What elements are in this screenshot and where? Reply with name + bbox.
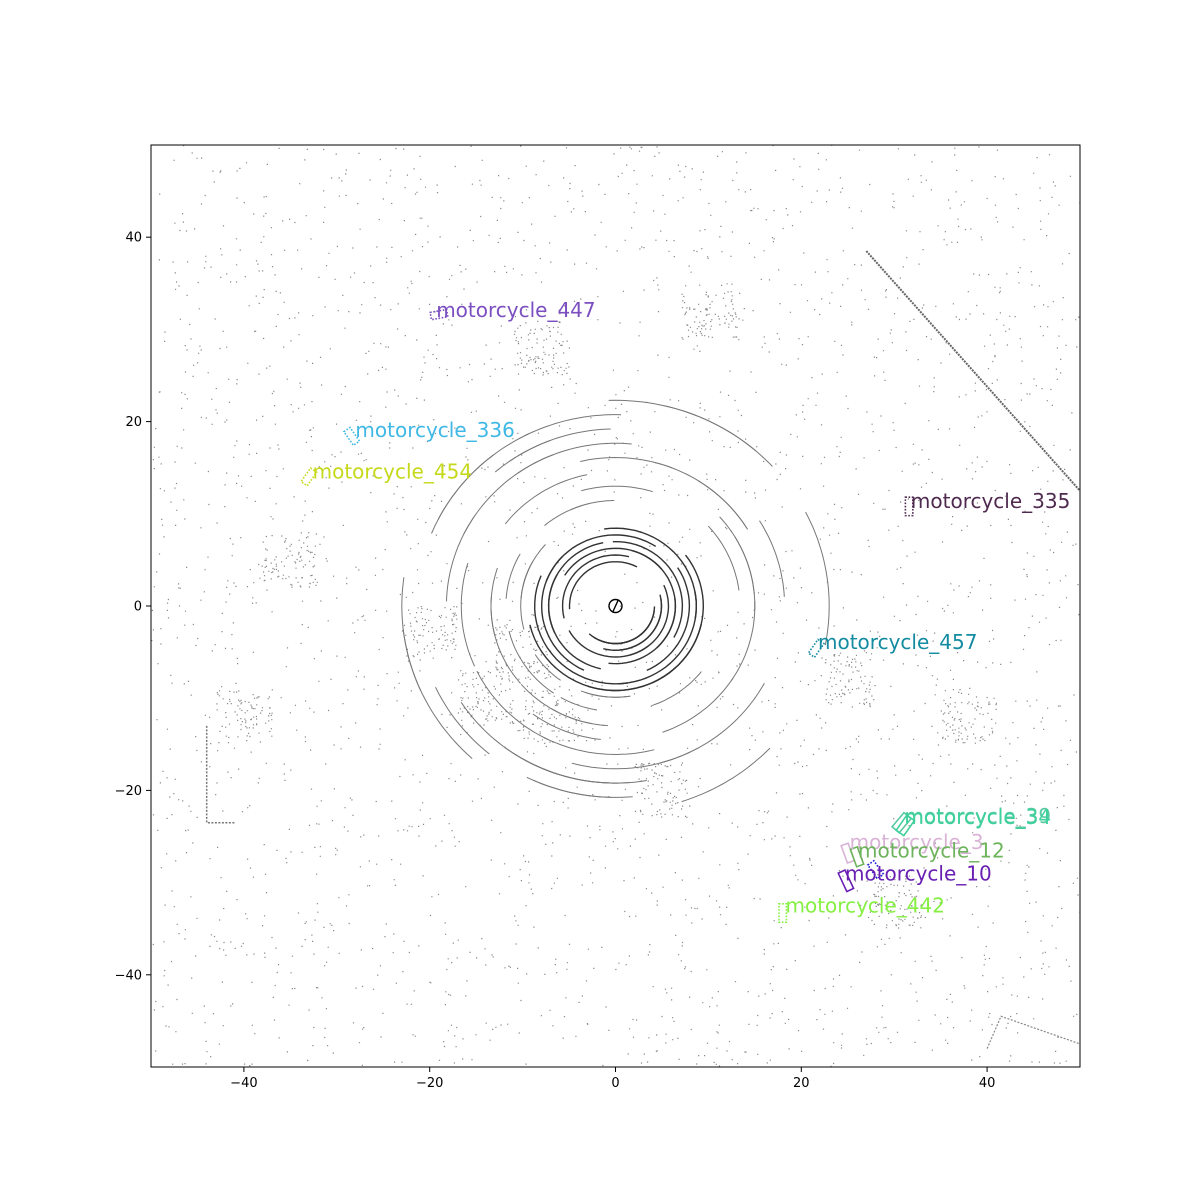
ring-arc <box>585 692 630 698</box>
ring-arc <box>681 747 771 803</box>
ring-arc <box>446 517 474 602</box>
object-label: motorcycle_12 <box>858 838 1005 862</box>
ring-arc <box>532 713 601 740</box>
object-box <box>895 814 916 837</box>
object-box <box>849 845 865 868</box>
y-tick-label: −40 <box>115 968 142 983</box>
ring-arc <box>646 567 691 672</box>
ring-arc <box>734 536 756 610</box>
ring-arc <box>533 575 628 685</box>
ring-arc <box>544 502 591 526</box>
ring-arc <box>805 511 830 646</box>
ring-arc <box>759 520 785 597</box>
object-box <box>807 638 826 659</box>
object-box <box>904 496 914 517</box>
object-box <box>429 308 449 321</box>
object-label: motorcycle_442 <box>786 894 945 918</box>
object-box <box>837 868 855 893</box>
x-tick-label: 40 <box>979 1076 996 1091</box>
ring-arc <box>543 736 655 756</box>
ring-arc <box>651 671 702 707</box>
ring-arc <box>505 553 521 599</box>
corner-structure-line <box>205 725 235 824</box>
ring-arc <box>550 708 608 727</box>
ring-arc <box>401 577 422 692</box>
object-label: motorcycle_454 <box>313 459 472 483</box>
y-tick-label: 40 <box>125 231 142 246</box>
object-box <box>342 426 361 447</box>
ring-arc <box>730 601 756 681</box>
y-tick-label: 20 <box>125 415 142 430</box>
ring-arc <box>540 555 585 671</box>
ego-heading <box>612 600 619 612</box>
ring-arc <box>534 654 561 681</box>
point-cloud <box>151 145 1080 1067</box>
object-label: motorcycle_10 <box>845 861 992 885</box>
ring-arc <box>581 485 653 493</box>
ring-arc <box>490 596 521 684</box>
x-tick-label: 0 <box>611 1076 619 1091</box>
ring-arc <box>707 525 740 591</box>
ring-arc <box>561 554 630 619</box>
ring-arc <box>431 454 494 534</box>
ring-arc <box>560 697 598 711</box>
ring-arc <box>524 414 622 436</box>
x-axis-ticks: −40 −20 0 20 40 <box>230 1067 995 1091</box>
ring-arc <box>526 776 633 798</box>
ring-arc <box>517 442 632 474</box>
ring-arc <box>568 630 649 658</box>
ring-arc <box>697 479 748 529</box>
object-labels: motorcycle_447 motorcycle_336 motorcycle_4… <box>313 298 1071 918</box>
ring-arc <box>512 752 647 784</box>
ring-arc <box>608 598 677 665</box>
point-cloud-points <box>151 145 1080 1067</box>
ring-arc <box>504 474 588 525</box>
ring-arc <box>548 574 601 670</box>
object-label: motorcycle_39 <box>904 804 1051 828</box>
x-tick-label: 20 <box>793 1076 810 1091</box>
ring-arc <box>508 630 554 694</box>
object-box <box>866 859 885 880</box>
object-label: motorcycle_34 <box>904 805 1051 829</box>
edge-structure-line <box>986 1015 1080 1049</box>
x-tick-label: −40 <box>230 1076 257 1091</box>
object-label: motorcycle_3 <box>850 830 984 854</box>
ring-arc <box>598 606 656 645</box>
y-tick-label: 0 <box>134 600 142 615</box>
x-tick-label: −20 <box>416 1076 443 1091</box>
object-boxes <box>299 308 916 924</box>
ring-arc <box>476 670 548 740</box>
wall-structure-line <box>865 250 1080 492</box>
ring-arc <box>564 547 662 576</box>
object-label: motorcycle_335 <box>911 489 1070 513</box>
object-box <box>299 466 318 487</box>
ring-arc <box>460 562 476 667</box>
ego-vehicle-marker <box>608 598 623 614</box>
ring-arc <box>608 399 757 452</box>
ego-circle <box>608 598 623 614</box>
ring-arc <box>568 561 638 610</box>
ring-arc <box>662 678 734 733</box>
y-axis-ticks: −40 −20 0 20 40 <box>115 231 151 983</box>
ring-arc <box>435 686 490 755</box>
ring-arc <box>520 567 531 600</box>
ring-arc <box>612 541 684 638</box>
ring-arc <box>612 598 663 652</box>
ring-arc <box>661 682 765 763</box>
lidar-ring-arcs <box>401 399 830 803</box>
ring-arc <box>509 428 611 462</box>
object-label: motorcycle_447 <box>436 298 595 322</box>
y-tick-label: −20 <box>115 784 142 799</box>
ring-arc <box>617 591 697 685</box>
ring-arc <box>588 624 702 692</box>
object-label: motorcycle_336 <box>355 418 514 442</box>
object-label: motorcycle_457 <box>818 630 977 654</box>
object-box <box>778 902 788 924</box>
